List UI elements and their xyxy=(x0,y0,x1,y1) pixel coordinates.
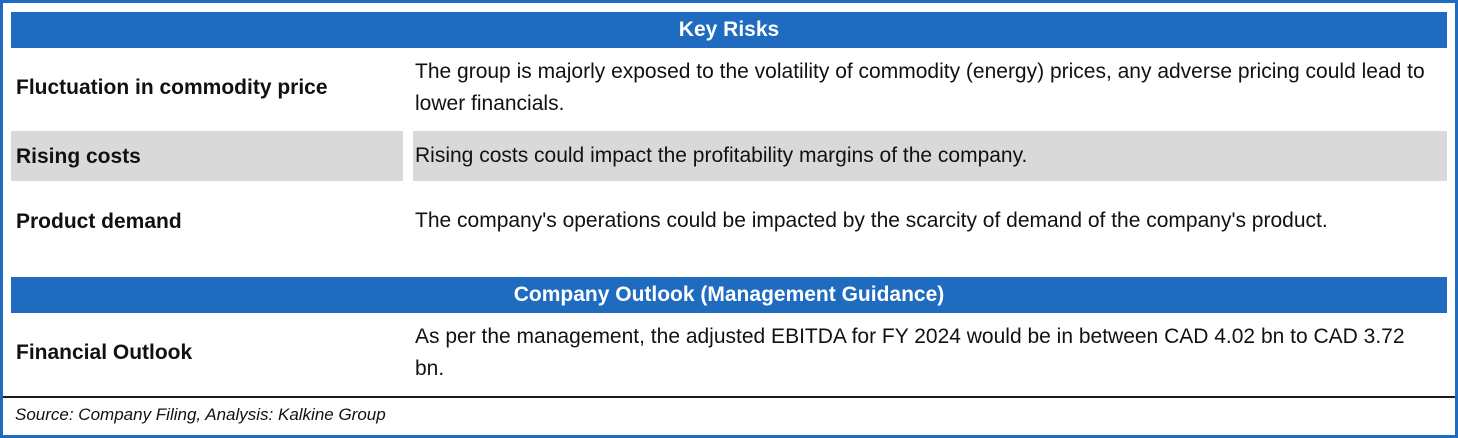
key-risks-header: Key Risks xyxy=(11,12,1447,49)
company-outlook-header: Company Outlook (Management Guidance) xyxy=(11,277,1447,314)
outlook-label-financial: Financial Outlook xyxy=(16,341,193,365)
table-row: Financial Outlook As per the management,… xyxy=(11,313,1447,392)
outlook-text-financial: As per the management, the adjusted EBIT… xyxy=(415,325,1405,380)
risk-text-commodity-price: The group is majorly exposed to the vola… xyxy=(415,60,1425,115)
table-row: Rising costs Rising costs could impact t… xyxy=(11,131,1447,182)
source-note: Source: Company Filing, Analysis: Kalkin… xyxy=(3,396,1455,435)
risk-label-product-demand: Product demand xyxy=(16,209,182,233)
risk-label-commodity-price: Fluctuation in commodity price xyxy=(16,76,328,100)
risk-label-rising-costs: Rising costs xyxy=(11,131,403,182)
risk-text-product-demand: The company's operations could be impact… xyxy=(415,209,1328,233)
table-row: Fluctuation in commodity price The group… xyxy=(11,48,1447,127)
risk-text-rising-costs: Rising costs could impact the profitabil… xyxy=(413,131,1447,182)
table-row: Product demand The company's operations … xyxy=(11,185,1447,257)
section-divider-gap xyxy=(3,257,1455,277)
